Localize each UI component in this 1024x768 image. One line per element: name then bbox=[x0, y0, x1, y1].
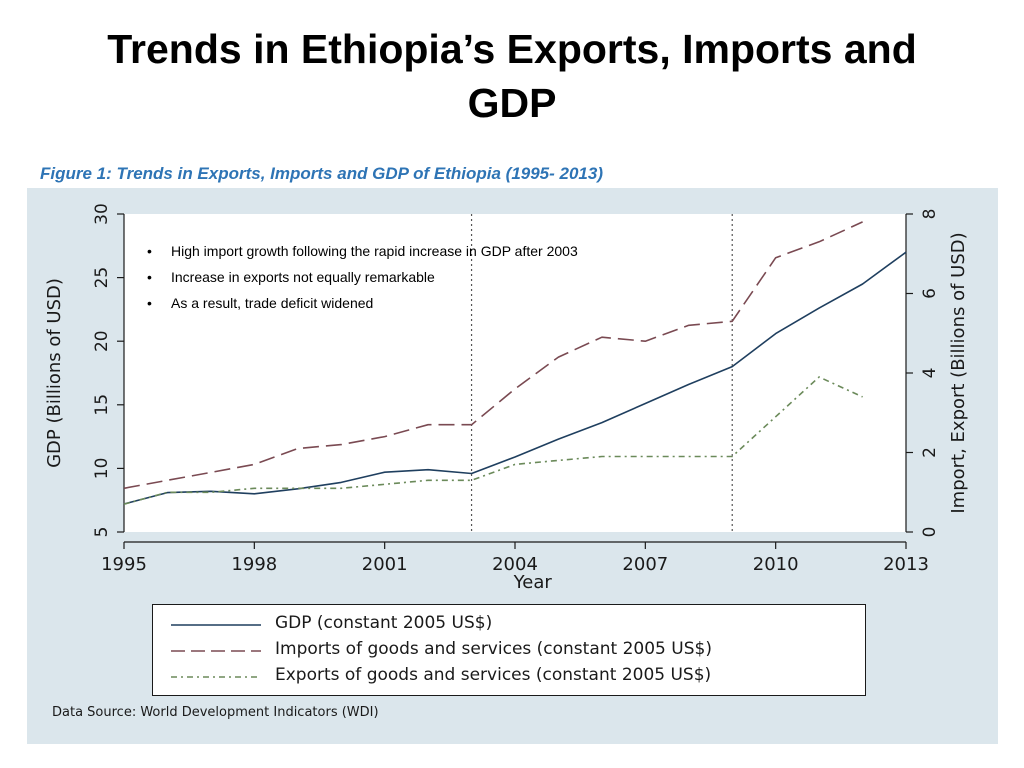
legend-swatch-gdp bbox=[171, 624, 261, 626]
y-tick-label-left: 25 bbox=[92, 267, 112, 289]
y-tick-label-right: 2 bbox=[920, 447, 940, 458]
legend-swatch-imports bbox=[171, 650, 261, 652]
bullet-text: Increase in exports not equally remarkab… bbox=[171, 269, 435, 285]
bullet-item: • Increase in exports not equally remark… bbox=[147, 267, 578, 293]
plot-area bbox=[124, 214, 906, 532]
legend-swatch-exports bbox=[171, 676, 261, 678]
y-tick-label-right: 6 bbox=[920, 288, 940, 299]
x-tick-label: 2010 bbox=[753, 554, 799, 575]
series-line-gdp bbox=[123, 251, 907, 505]
chart-legend: GDP (constant 2005 US$) Imports of goods… bbox=[152, 604, 866, 696]
y-tick-label-left: 10 bbox=[92, 458, 112, 480]
series-line-imports bbox=[123, 221, 863, 490]
figure-caption: Figure 1: Trends in Exports, Imports and… bbox=[40, 164, 604, 183]
bullet-item: • As a result, trade deficit widened bbox=[147, 293, 578, 319]
y-tick-label-right: 0 bbox=[920, 527, 940, 538]
y-axis-title-right: Import, Export (Billions of USD) bbox=[948, 232, 969, 513]
bullet-text: High import growth following the rapid i… bbox=[171, 243, 578, 259]
x-tick-label: 2007 bbox=[622, 554, 668, 575]
series-line-exports bbox=[123, 376, 863, 505]
y-tick-label-right: 8 bbox=[920, 209, 940, 220]
x-axis-title: Year bbox=[513, 572, 553, 593]
x-tick-label: 2013 bbox=[883, 554, 929, 575]
y-axis-title-left: GDP (Billions of USD) bbox=[44, 278, 65, 468]
bullet-list: • High import growth following the rapid… bbox=[147, 241, 578, 319]
y-tick-label-left: 30 bbox=[92, 203, 112, 225]
x-tick-label: 2004 bbox=[492, 554, 538, 575]
bullet-icon: • bbox=[147, 269, 152, 285]
x-tick-label: 2001 bbox=[362, 554, 408, 575]
legend-label: Imports of goods and services (constant … bbox=[275, 639, 712, 659]
y-tick-label-left: 15 bbox=[92, 394, 112, 416]
y-tick-label-right: 4 bbox=[920, 368, 940, 379]
x-tick-label: 1995 bbox=[101, 554, 147, 575]
x-tick-label: 1998 bbox=[231, 554, 277, 575]
bullet-icon: • bbox=[147, 243, 152, 259]
bullet-icon: • bbox=[147, 295, 152, 311]
y-tick-label-left: 20 bbox=[92, 330, 112, 352]
y-tick-label-left: 5 bbox=[92, 527, 112, 538]
data-source-note: Data Source: World Development Indicator… bbox=[52, 705, 379, 720]
legend-label: GDP (constant 2005 US$) bbox=[275, 613, 493, 633]
bullet-item: • High import growth following the rapid… bbox=[147, 241, 578, 267]
slide-title: Trends in Ethiopia’s Exports, Imports an… bbox=[107, 26, 917, 126]
bullet-text: As a result, trade deficit widened bbox=[171, 295, 374, 311]
legend-label: Exports of goods and services (constant … bbox=[275, 665, 712, 685]
